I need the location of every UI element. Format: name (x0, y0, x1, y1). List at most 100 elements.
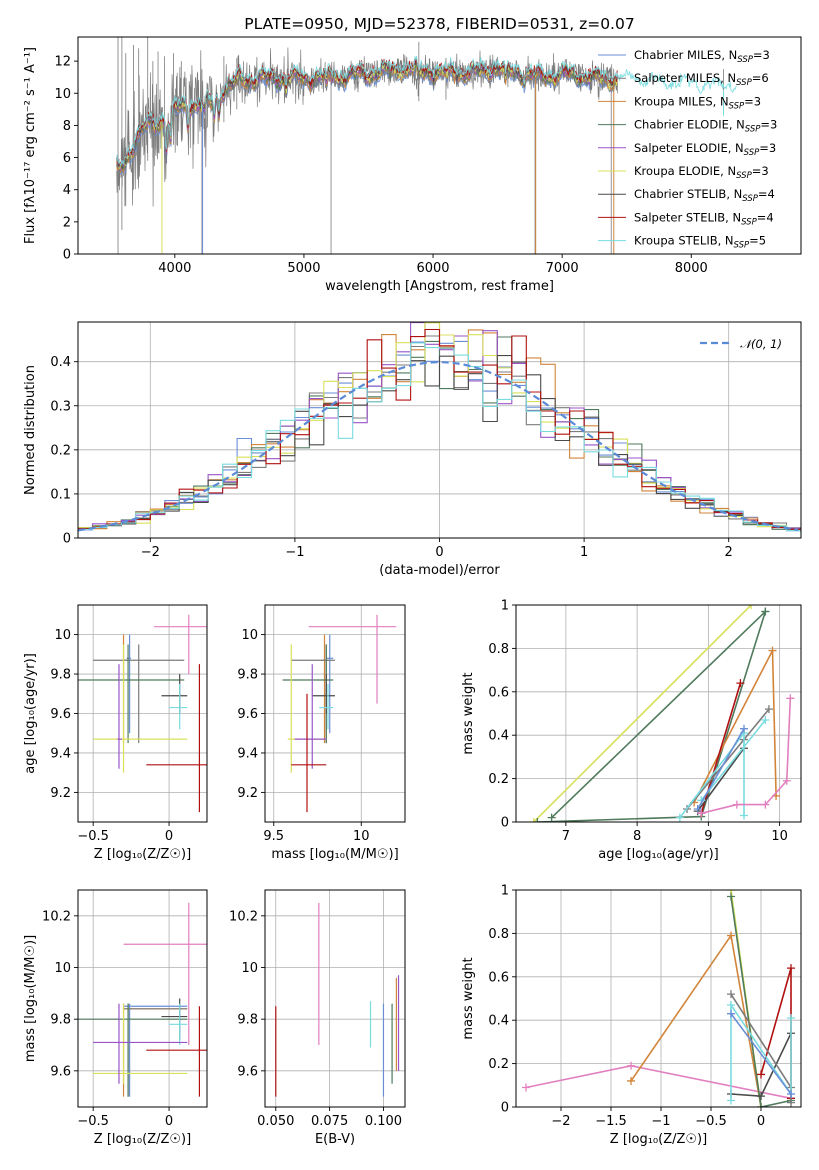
y-tick-label: 2 (63, 215, 71, 230)
x-tick-label: 0.100 (365, 1114, 402, 1129)
y-tick-label: 4 (63, 183, 71, 198)
errorbar-point (308, 614, 397, 704)
plus-marker (757, 1092, 765, 1101)
axes-frame (77, 889, 208, 1108)
legend-entry: Kroupa STELIB, NSSP=5 (634, 234, 766, 251)
spectrum-panel: 4000 5000 6000 7000 8000 0 2 4 6 8 10 12 wavelength … (23, 15, 802, 294)
age_vs_Z-panel: −0.5 0 9.2 9.4 9.6 9.8 10 Z [log₁₀(Z/Z☉)] age [l… (23, 604, 208, 862)
y-axis-label: Flux [fλ10⁻¹⁷ erg cm⁻² s⁻¹ A⁻¹] (23, 47, 38, 244)
plus-marker (727, 892, 735, 901)
y-axis-label: mass [log₁₀(M/M☉)] (23, 935, 38, 1062)
y-tick-label: 0.6 (488, 685, 509, 700)
plus-marker (693, 804, 702, 813)
plus-marker (787, 1014, 795, 1023)
y-tick-label: 0 (501, 1101, 509, 1116)
y-tick-label: 9.8 (237, 1013, 258, 1028)
y-tick-label: 9.8 (50, 1013, 71, 1028)
plus-marker (786, 694, 795, 703)
x-axis-label: Z [log₁₀(Z/Z☉)] (94, 847, 191, 862)
mass-weight-line (760, 967, 792, 1099)
y-tick-label: 9.2 (50, 786, 71, 801)
mass-weight-line (730, 896, 792, 1107)
y-axis-label: Normed distribution (23, 365, 38, 495)
y-tick-label: 0.4 (50, 355, 71, 370)
residuals-panel: −2 −1 0 1 2 0 0.1 0.2 0.3 0.4 (data-model)/error No… (23, 321, 802, 578)
y-tick-label: 9.4 (50, 746, 71, 761)
plus-marker (768, 646, 777, 655)
errorbar-point (169, 1003, 188, 1045)
y-tick-label: 0 (63, 532, 71, 547)
x-axis-label: (data-model)/error (379, 563, 500, 578)
x-tick-label: −1 (285, 545, 304, 560)
chart-title: PLATE=0950, MJD=52378, FIBERID=0531, z=0… (244, 15, 634, 33)
errorbar-point (312, 674, 335, 714)
x-tick-label: 5000 (287, 261, 320, 276)
y-tick-label: 0.1 (50, 487, 71, 502)
y-tick-label: 0.4 (488, 1014, 509, 1029)
legend-entry: Kroupa MILES, NSSP=3 (634, 94, 761, 111)
errorbar-point (282, 644, 334, 744)
x-tick-label: −0.5 (695, 1114, 727, 1129)
mass-weight-line (730, 1013, 792, 1095)
mass-weight-line (697, 747, 745, 812)
y-tick-label: 0.2 (488, 772, 509, 787)
y-axis-label: mass weight (461, 672, 476, 754)
errorbar-point (319, 683, 334, 730)
y-tick-label: 9.8 (237, 668, 258, 683)
errorbar-point (321, 634, 328, 744)
x-tick-label: −2 (551, 1114, 570, 1129)
plus-marker (627, 1061, 635, 1070)
y-tick-label: 9.6 (50, 1064, 71, 1079)
mass_weight_vs_age-plot-area (516, 605, 801, 822)
x-tick-label: −0.5 (77, 829, 109, 844)
x-tick-label: 6000 (416, 261, 449, 276)
y-tick-label: 0 (501, 816, 509, 831)
errorbar-point (291, 693, 327, 813)
mass-weight-line (697, 728, 745, 810)
x-tick-label: 4000 (158, 261, 191, 276)
legend-entry: Chabrier STELIB, NSSP=4 (634, 187, 775, 204)
x-tick-label: 8000 (675, 261, 708, 276)
x-tick-label: 10 (353, 829, 370, 844)
mass-weight-line (693, 650, 777, 803)
spectrum-legend: Chabrier MILES, NSSP=3 Salpeter MILES, NS… (598, 48, 777, 251)
legend-entry: Chabrier MILES, NSSP=3 (634, 48, 770, 65)
y-tick-label: 0 (63, 248, 71, 263)
x-axis-label: Z [log₁₀(Z/Z☉)] (94, 1132, 191, 1147)
x-tick-label: −1 (651, 1114, 670, 1129)
legend-entry: Kroupa ELODIE, NSSP=3 (634, 164, 769, 181)
y-tick-label: 6 (63, 151, 71, 166)
y-tick-label: 9.2 (237, 786, 258, 801)
errorbar-point (326, 634, 334, 734)
x-tick-label: 7 (562, 829, 570, 844)
y-tick-label: 9.6 (237, 707, 258, 722)
y-tick-label: 9.6 (237, 1064, 258, 1079)
plus-marker (782, 776, 791, 785)
x-tick-label: 9 (704, 829, 712, 844)
legend-entry: Chabrier ELODIE, NSSP=3 (634, 118, 777, 135)
mass-weight-line (551, 610, 766, 819)
plus-marker (727, 1096, 735, 1105)
x-tick-label: 10 (771, 829, 788, 844)
plus-marker (747, 605, 756, 609)
plus-marker (761, 716, 770, 725)
plus-marker (740, 724, 748, 733)
x-tick-label: 8 (633, 829, 641, 844)
y-tick-label: 9.4 (237, 746, 258, 761)
y-tick-label: 12 (54, 55, 71, 70)
y-tick-label: 10.2 (42, 909, 71, 924)
plus-marker (675, 813, 684, 822)
errorbar-point (123, 902, 207, 1045)
y-tick-label: 10 (241, 628, 258, 643)
mass-weight-line (525, 1064, 792, 1100)
plus-marker (740, 811, 748, 820)
x-tick-label: −2 (141, 545, 160, 560)
plus-marker (727, 990, 735, 999)
errorbar-point (117, 664, 123, 769)
x-axis-label: mass [log₁₀(M/M☉)] (271, 847, 398, 862)
x-tick-label: 7000 (546, 261, 579, 276)
x-tick-label: 1 (580, 545, 588, 560)
y-axis-label: age [log₁₀(age/yr)] (23, 653, 38, 774)
histogram-chabrier-stelib (78, 355, 801, 534)
errorbar-point (146, 664, 207, 813)
